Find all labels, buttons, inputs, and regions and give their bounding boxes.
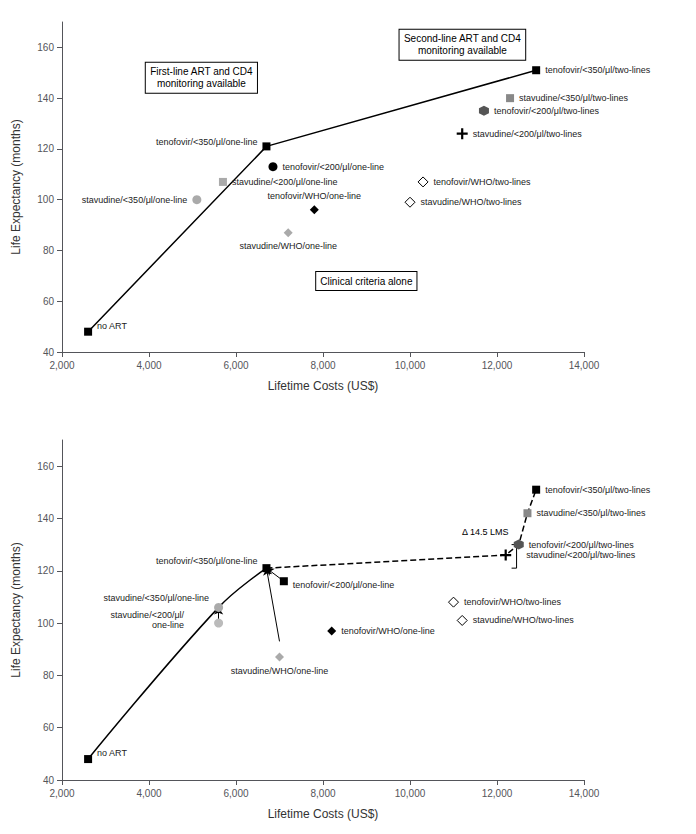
svg-text:stavudine/WHO/one-line: stavudine/WHO/one-line [239, 241, 337, 251]
svg-text:tenofovir/WHO/two-lines: tenofovir/WHO/two-lines [434, 177, 532, 187]
svg-text:stavudine/WHO/one-line: stavudine/WHO/one-line [231, 666, 329, 676]
svg-text:8,000: 8,000 [310, 360, 335, 371]
svg-text:4,000: 4,000 [136, 788, 161, 799]
svg-text:stavudine/<350/μl/two-lines: stavudine/<350/μl/two-lines [536, 508, 645, 518]
svg-text:Clinical criteria alone: Clinical criteria alone [320, 276, 413, 287]
svg-text:10,000: 10,000 [395, 360, 426, 371]
svg-text:14,000: 14,000 [569, 788, 600, 799]
svg-text:stavudine/<350/μl/one-line: stavudine/<350/μl/one-line [82, 195, 188, 205]
svg-text:8,000: 8,000 [310, 788, 335, 799]
svg-text:Life Expectancy (months): Life Expectancy (months) [9, 542, 23, 677]
svg-text:tenofovir/<350/μl/one-line: tenofovir/<350/μl/one-line [156, 556, 258, 566]
svg-text:monitoring available: monitoring available [418, 45, 507, 56]
svg-text:120: 120 [37, 143, 54, 154]
svg-text:60: 60 [43, 296, 55, 307]
svg-text:stavudine/<200/μl/one-line: stavudine/<200/μl/one-line [232, 177, 338, 187]
svg-text:80: 80 [43, 670, 55, 681]
svg-text:stavudine/WHO/two-lines: stavudine/WHO/two-lines [421, 197, 523, 207]
svg-text:tenofovir/WHO/two-lines: tenofovir/WHO/two-lines [464, 597, 562, 607]
svg-text:monitoring available: monitoring available [157, 78, 246, 89]
svg-text:40: 40 [43, 775, 55, 786]
svg-text:stavudine/<350/μl/two-lines: stavudine/<350/μl/two-lines [519, 93, 628, 103]
svg-text:140: 140 [37, 513, 54, 524]
svg-text:no ART: no ART [97, 321, 127, 331]
svg-text:Second-line ART and CD4: Second-line ART and CD4 [404, 33, 521, 44]
svg-text:6,000: 6,000 [223, 360, 248, 371]
svg-text:tenofovir/<350/μl/two-lines: tenofovir/<350/μl/two-lines [545, 65, 650, 75]
svg-text:4,000: 4,000 [136, 360, 161, 371]
svg-text:10,000: 10,000 [395, 788, 426, 799]
svg-text:tenofovir/<200/μl/one-line: tenofovir/<200/μl/one-line [282, 162, 384, 172]
svg-text:tenofovir/<350/μl/one-line: tenofovir/<350/μl/one-line [156, 137, 258, 147]
svg-text:tenofovir/<200/μl/two-lines: tenofovir/<200/μl/two-lines [529, 540, 634, 550]
svg-text:2,000: 2,000 [49, 360, 74, 371]
svg-text:stavudine/<200/μl/two-lines: stavudine/<200/μl/two-lines [473, 129, 582, 139]
svg-text:stavudine/<350/μl/one-line: stavudine/<350/μl/one-line [104, 593, 210, 603]
svg-text:Life Expectancy (months): Life Expectancy (months) [9, 119, 23, 254]
svg-text:tenofovir/WHO/one-line: tenofovir/WHO/one-line [268, 191, 362, 201]
svg-text:2,000: 2,000 [49, 788, 74, 799]
svg-text:100: 100 [37, 194, 54, 205]
svg-text:First-line ART and CD4: First-line ART and CD4 [150, 66, 253, 77]
svg-text:80: 80 [43, 245, 55, 256]
svg-text:tenofovir/<200/μl/two-lines: tenofovir/<200/μl/two-lines [494, 106, 599, 116]
svg-text:stavudine/<200/μl/: stavudine/<200/μl/ [111, 610, 185, 620]
svg-text:60: 60 [43, 722, 55, 733]
svg-text:160: 160 [37, 461, 54, 472]
svg-text:12,000: 12,000 [482, 788, 513, 799]
svg-text:14,000: 14,000 [569, 360, 600, 371]
svg-text:no ART: no ART [97, 748, 127, 758]
svg-text:stavudine/WHO/two-lines: stavudine/WHO/two-lines [473, 615, 575, 625]
svg-text:120: 120 [37, 565, 54, 576]
svg-text:tenofovir/<200/μl/one-line: tenofovir/<200/μl/one-line [293, 580, 395, 590]
svg-text:160: 160 [37, 42, 54, 53]
svg-text:stavudine/<200/μl/two-lines: stavudine/<200/μl/two-lines [526, 550, 635, 560]
svg-text:one-line: one-line [152, 620, 184, 630]
svg-text:40: 40 [43, 347, 55, 358]
svg-text:tenofovir/<350/μl/two-lines: tenofovir/<350/μl/two-lines [545, 485, 650, 495]
svg-text:140: 140 [37, 93, 54, 104]
svg-text:100: 100 [37, 618, 54, 629]
svg-text:Δ 14.5 LMS: Δ 14.5 LMS [462, 527, 509, 537]
svg-text:Lifetime Costs (US$): Lifetime Costs (US$) [268, 807, 379, 821]
svg-text:6,000: 6,000 [223, 788, 248, 799]
svg-text:12,000: 12,000 [482, 360, 513, 371]
svg-text:Lifetime Costs (US$): Lifetime Costs (US$) [268, 379, 379, 393]
svg-text:tenofovir/WHO/one-line: tenofovir/WHO/one-line [341, 626, 435, 636]
